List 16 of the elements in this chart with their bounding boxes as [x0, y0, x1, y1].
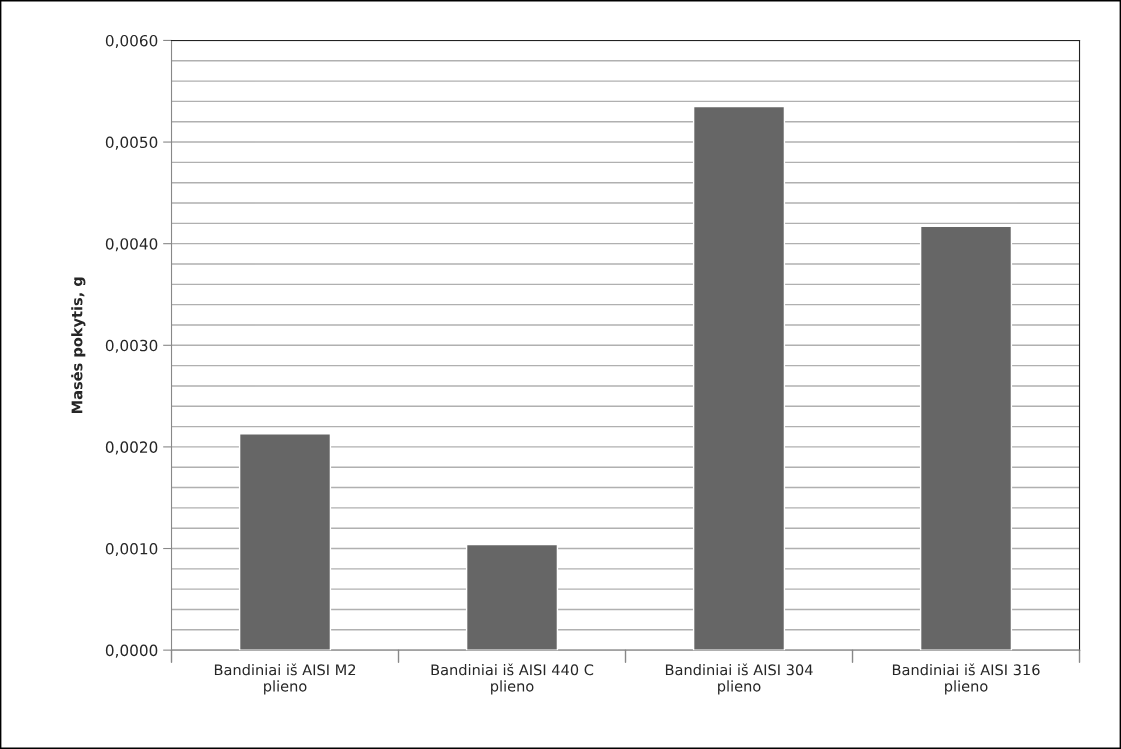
y-tick-label: 0,0050 [105, 136, 158, 150]
y-tick-label: 0,0040 [105, 238, 158, 252]
bar [919, 225, 1013, 651]
y-tick-label: 0,0000 [105, 644, 158, 658]
x-tick-label: Bandiniai iš AISI M2 plieno [214, 663, 356, 695]
y-tick-label: 0,0020 [105, 441, 158, 455]
x-tick-label: Bandiniai iš AISI 440 C plieno [431, 663, 594, 695]
x-tick-label: Bandiniai iš AISI 316 plieno [892, 663, 1040, 695]
y-axis-title: Masės pokytis, g [71, 277, 86, 413]
x-tick-label: Bandiniai iš AISI 304 plieno [665, 663, 813, 695]
bar [692, 105, 786, 651]
y-tick-label: 0,0060 [105, 34, 158, 49]
bar [465, 543, 559, 651]
y-tick-label: 0,0010 [105, 542, 158, 557]
y-tick-label: 0,0030 [105, 339, 158, 353]
bar [238, 432, 332, 651]
